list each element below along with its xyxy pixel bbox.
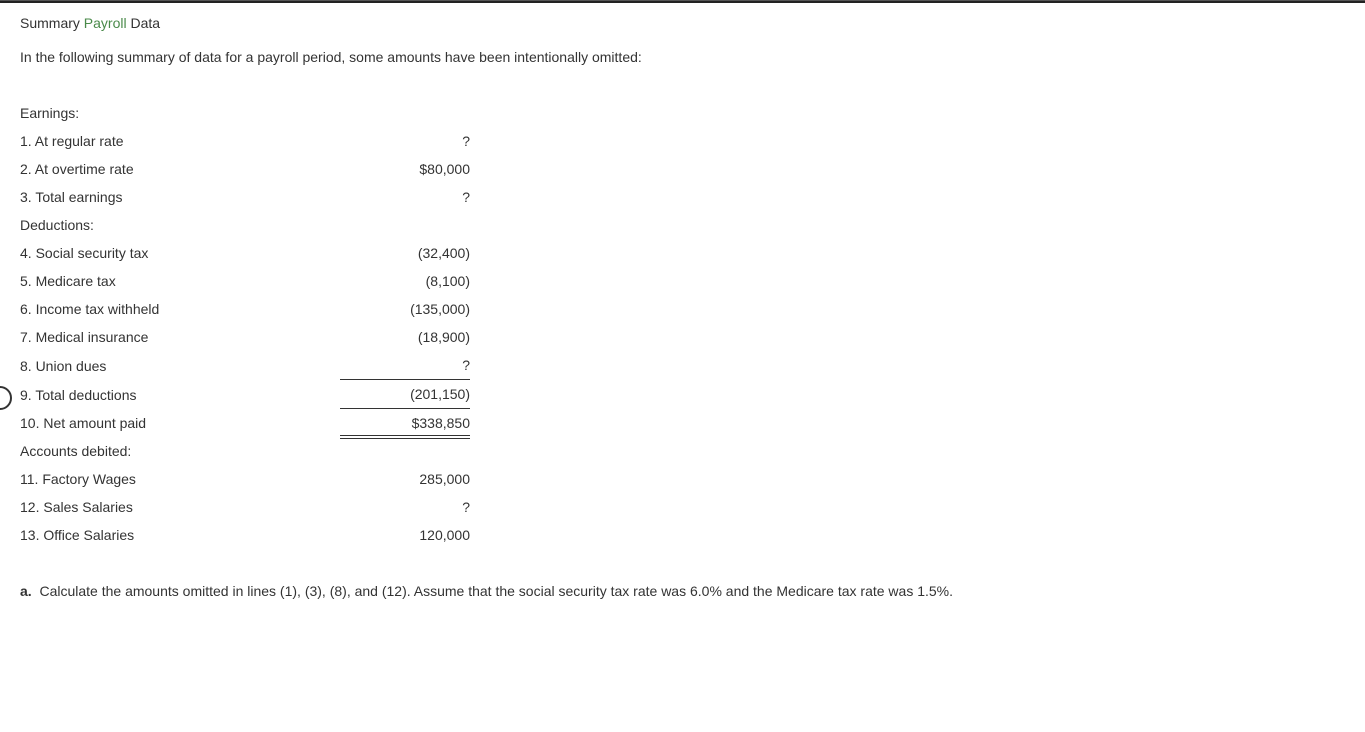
row-label: 5. Medicare tax (20, 267, 340, 295)
section-header-row: Accounts debited: (20, 437, 470, 465)
row-amount: (135,000) (340, 295, 470, 323)
row-label: 11. Factory Wages (20, 465, 340, 493)
row-label: 10. Net amount paid (20, 409, 340, 438)
table-row: 4. Social security tax (32,400) (20, 239, 470, 267)
table-row: 9. Total deductions (201,150) (20, 380, 470, 409)
table-row: 13. Office Salaries 120,000 (20, 521, 470, 549)
row-label: 9. Total deductions (20, 380, 340, 409)
table-row: 5. Medicare tax (8,100) (20, 267, 470, 295)
row-amount-subtotal: (201,150) (340, 380, 470, 409)
row-label: 12. Sales Salaries (20, 493, 340, 521)
page-title: Summary Payroll Data (20, 15, 1345, 31)
table-row: 7. Medical insurance (18,900) (20, 323, 470, 351)
question-text: Calculate the amounts omitted in lines (… (39, 583, 953, 599)
table-row: 11. Factory Wages 285,000 (20, 465, 470, 493)
question-marker: a. (20, 583, 32, 599)
payroll-summary-table: Earnings: 1. At regular rate ? 2. At ove… (20, 99, 470, 549)
row-label: 6. Income tax withheld (20, 295, 340, 323)
deductions-header: Deductions: (20, 211, 340, 239)
title-word-data: Data (130, 15, 160, 31)
table-row: 1. At regular rate ? (20, 127, 470, 155)
table-row: 12. Sales Salaries ? (20, 493, 470, 521)
row-amount: (18,900) (340, 323, 470, 351)
row-label: 13. Office Salaries (20, 521, 340, 549)
accounts-header: Accounts debited: (20, 437, 340, 465)
row-amount: (32,400) (340, 239, 470, 267)
intro-text: In the following summary of data for a p… (20, 49, 1345, 65)
row-amount: ? (340, 127, 470, 155)
section-header-row: Deductions: (20, 211, 470, 239)
earnings-header: Earnings: (20, 99, 340, 127)
title-word-summary: Summary (20, 15, 80, 31)
row-amount: 120,000 (340, 521, 470, 549)
row-amount: 285,000 (340, 465, 470, 493)
table-row: 3. Total earnings ? (20, 183, 470, 211)
question-a: a. Calculate the amounts omitted in line… (20, 583, 1345, 599)
row-label: 4. Social security tax (20, 239, 340, 267)
title-word-payroll: Payroll (84, 15, 127, 31)
row-label: 7. Medical insurance (20, 323, 340, 351)
table-row: 2. At overtime rate $80,000 (20, 155, 470, 183)
table-row: 10. Net amount paid $338,850 (20, 409, 470, 438)
table-row: 6. Income tax withheld (135,000) (20, 295, 470, 323)
row-amount: ? (340, 183, 470, 211)
row-label: 3. Total earnings (20, 183, 340, 211)
row-amount: ? (340, 351, 470, 380)
row-amount: $80,000 (340, 155, 470, 183)
table-row: 8. Union dues ? (20, 351, 470, 380)
row-label: 8. Union dues (20, 351, 340, 380)
row-label: 2. At overtime rate (20, 155, 340, 183)
row-label: 1. At regular rate (20, 127, 340, 155)
row-amount: ? (340, 493, 470, 521)
section-header-row: Earnings: (20, 99, 470, 127)
row-amount: (8,100) (340, 267, 470, 295)
document-body: Summary Payroll Data In the following su… (0, 3, 1365, 619)
row-amount-total: $338,850 (340, 409, 470, 438)
